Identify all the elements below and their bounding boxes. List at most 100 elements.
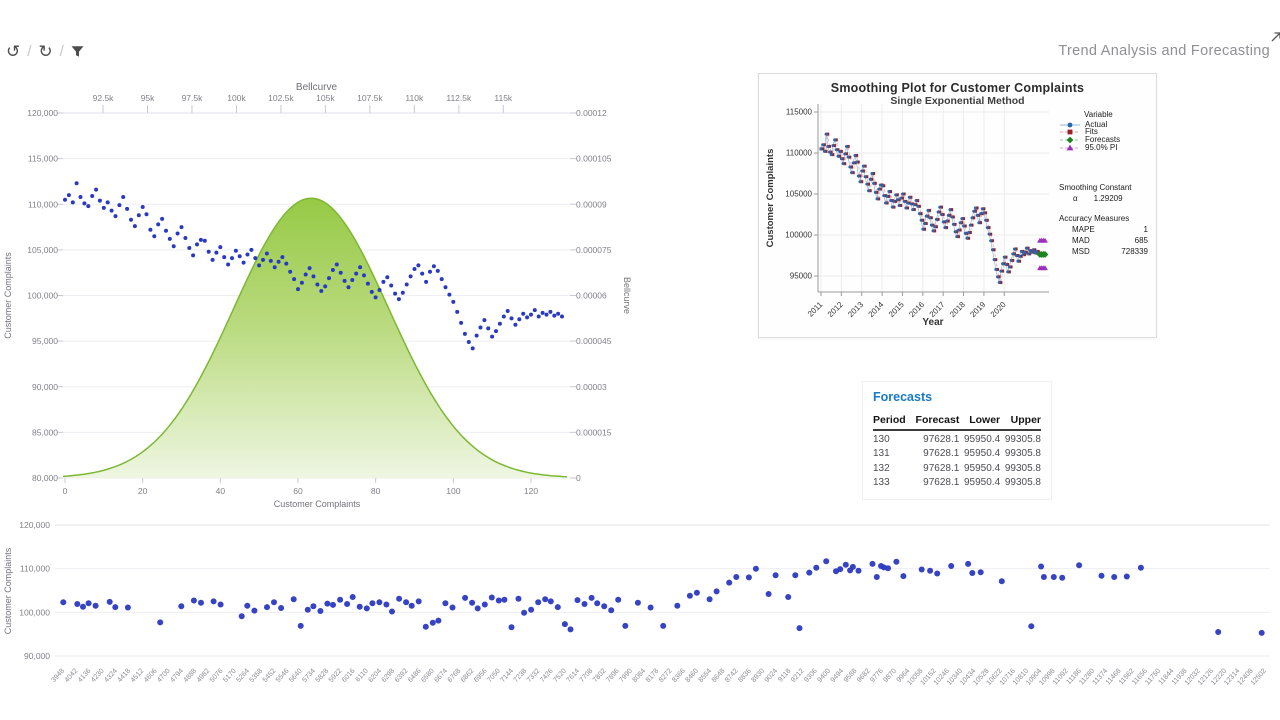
fits-marker-icon xyxy=(1060,129,1080,135)
table-row: 130 97628.1 95950.4 99305.8 xyxy=(873,433,1041,445)
svg-text:115k: 115k xyxy=(494,93,513,103)
smoothing-stats: Smoothing Constant α 1.29209 Accuracy Me… xyxy=(1059,184,1155,256)
smoothing-constant-title: Smoothing Constant xyxy=(1059,183,1132,192)
svg-text:6298: 6298 xyxy=(381,668,397,684)
svg-text:110000: 110000 xyxy=(786,149,813,158)
svg-text:0.00009: 0.00009 xyxy=(576,199,607,209)
svg-text:0.00006: 0.00006 xyxy=(576,291,607,301)
history-undo-icon[interactable]: ↺ xyxy=(6,41,21,61)
svg-text:115,000: 115,000 xyxy=(28,154,58,164)
svg-text:100: 100 xyxy=(446,486,460,496)
svg-text:7144: 7144 xyxy=(499,668,515,684)
svg-text:4230: 4230 xyxy=(90,668,106,684)
svg-text:Customer Complaints: Customer Complaints xyxy=(3,252,13,339)
svg-text:9870: 9870 xyxy=(882,668,898,684)
forecasts-title: Forecasts xyxy=(873,390,933,404)
legend-header: Variable xyxy=(1084,110,1113,119)
svg-text:4324: 4324 xyxy=(103,668,119,684)
svg-text:0.000075: 0.000075 xyxy=(576,245,612,255)
table-row: 131 97628.1 95950.4 99305.8 xyxy=(873,448,1041,459)
toolbar-separator: / xyxy=(59,42,64,60)
forecasts-table[interactable]: Period Forecast Lower Upper 130 97628.1 95… xyxy=(873,413,1041,489)
svg-text:100,000: 100,000 xyxy=(19,607,50,617)
col-forecast: Forecast xyxy=(909,413,960,431)
filter-icon[interactable] xyxy=(71,45,84,58)
svg-text:0: 0 xyxy=(576,473,581,483)
svg-text:7990: 7990 xyxy=(618,668,634,684)
svg-text:8554: 8554 xyxy=(698,668,714,684)
svg-text:8084: 8084 xyxy=(632,668,648,684)
svg-text:97.5k: 97.5k xyxy=(182,93,204,103)
svg-text:80,000: 80,000 xyxy=(32,473,58,483)
svg-text:8836: 8836 xyxy=(737,668,753,684)
svg-text:115000: 115000 xyxy=(786,108,813,117)
forecasts-marker-icon xyxy=(1060,136,1080,144)
svg-text:110k: 110k xyxy=(405,93,424,103)
svg-text:4794: 4794 xyxy=(169,668,185,684)
svg-text:105k: 105k xyxy=(316,93,335,103)
complaints-scatter-chart[interactable]: 120,000 110,000 100,000 90,000 Customer Comp… xyxy=(0,505,1280,720)
svg-text:2019: 2019 xyxy=(968,300,987,319)
legend-item-actual: Actual xyxy=(1059,120,1120,129)
svg-text:9776: 9776 xyxy=(869,668,885,684)
svg-text:40: 40 xyxy=(216,486,226,496)
svg-text:6862: 6862 xyxy=(460,668,476,684)
legend: Variable Actual Fits Forecasts 95.0% PI xyxy=(1059,111,1120,151)
svg-text:6580: 6580 xyxy=(420,668,436,684)
svg-text:8930: 8930 xyxy=(750,668,766,684)
svg-text:4418: 4418 xyxy=(116,668,132,684)
toolbar-actions: ↺ / ↻ / xyxy=(6,40,84,62)
svg-text:112.5k: 112.5k xyxy=(446,93,472,103)
svg-text:110,000: 110,000 xyxy=(20,564,50,574)
col-upper: Upper xyxy=(1000,413,1041,431)
svg-text:4888: 4888 xyxy=(183,668,199,684)
svg-text:2011: 2011 xyxy=(806,300,825,319)
svg-text:100000: 100000 xyxy=(785,231,812,240)
svg-text:0.000045: 0.000045 xyxy=(576,336,612,346)
smoothing-plot-title: Smoothing Plot for Customer Complaints xyxy=(830,81,1085,95)
svg-text:8460: 8460 xyxy=(684,668,700,684)
svg-text:Year: Year xyxy=(922,317,943,328)
svg-text:7238: 7238 xyxy=(513,668,529,684)
svg-text:7802: 7802 xyxy=(592,668,608,684)
accuracy-measures-title: Accuracy Measures xyxy=(1059,214,1130,223)
svg-text:20: 20 xyxy=(138,486,148,496)
svg-text:9212: 9212 xyxy=(790,668,806,684)
legend-item-pi: 95.0% PI xyxy=(1059,143,1120,152)
svg-text:95000: 95000 xyxy=(790,272,813,281)
svg-text:Customer Complaints: Customer Complaints xyxy=(3,547,13,634)
refresh-icon[interactable]: ↻ xyxy=(38,41,53,61)
smoothing-plot-card[interactable]: 115000 110000 105000 100000 95000 2011 2012 201… xyxy=(758,73,1157,338)
table-row: 133 97628.1 95950.4 99305.8 xyxy=(873,477,1041,488)
smoothing-plot-subtitle: Single Exponential Method xyxy=(890,95,1025,107)
svg-text:107.5k: 107.5k xyxy=(357,93,383,103)
report-title: Trend Analysis and Forecasting xyxy=(1058,43,1270,59)
alpha-symbol: α xyxy=(1073,194,1078,203)
svg-text:0.00012: 0.00012 xyxy=(576,108,607,118)
col-period: Period xyxy=(873,413,910,431)
svg-text:0.00003: 0.00003 xyxy=(576,382,607,392)
svg-text:100k: 100k xyxy=(227,93,246,103)
svg-text:7614: 7614 xyxy=(566,668,582,684)
svg-text:9682: 9682 xyxy=(856,668,872,684)
svg-text:9588: 9588 xyxy=(843,668,859,684)
expand-corner-icon[interactable] xyxy=(1269,30,1280,44)
svg-text:8178: 8178 xyxy=(645,668,661,684)
measure-msd: MSD 728339 xyxy=(1072,247,1148,256)
svg-text:6768: 6768 xyxy=(447,668,463,684)
svg-text:Bellcurve: Bellcurve xyxy=(296,82,338,93)
svg-text:0.000015: 0.000015 xyxy=(576,427,612,437)
svg-text:95,000: 95,000 xyxy=(32,336,58,346)
svg-text:9024: 9024 xyxy=(764,668,780,684)
alpha-value: 1.29209 xyxy=(1093,194,1123,203)
bellcurve-chart[interactable]: 120,000 0.00012 115,000 0.000105 110,000 0.00… xyxy=(0,75,645,510)
svg-text:3948: 3948 xyxy=(50,668,66,684)
svg-text:7426: 7426 xyxy=(539,668,555,684)
legend-item-fits: Fits xyxy=(1059,128,1120,137)
svg-text:7708: 7708 xyxy=(579,668,595,684)
svg-text:2014: 2014 xyxy=(867,300,886,319)
svg-text:9400: 9400 xyxy=(816,668,832,684)
legend-item-forecasts: Forecasts xyxy=(1059,135,1120,144)
svg-text:7332: 7332 xyxy=(526,668,542,684)
